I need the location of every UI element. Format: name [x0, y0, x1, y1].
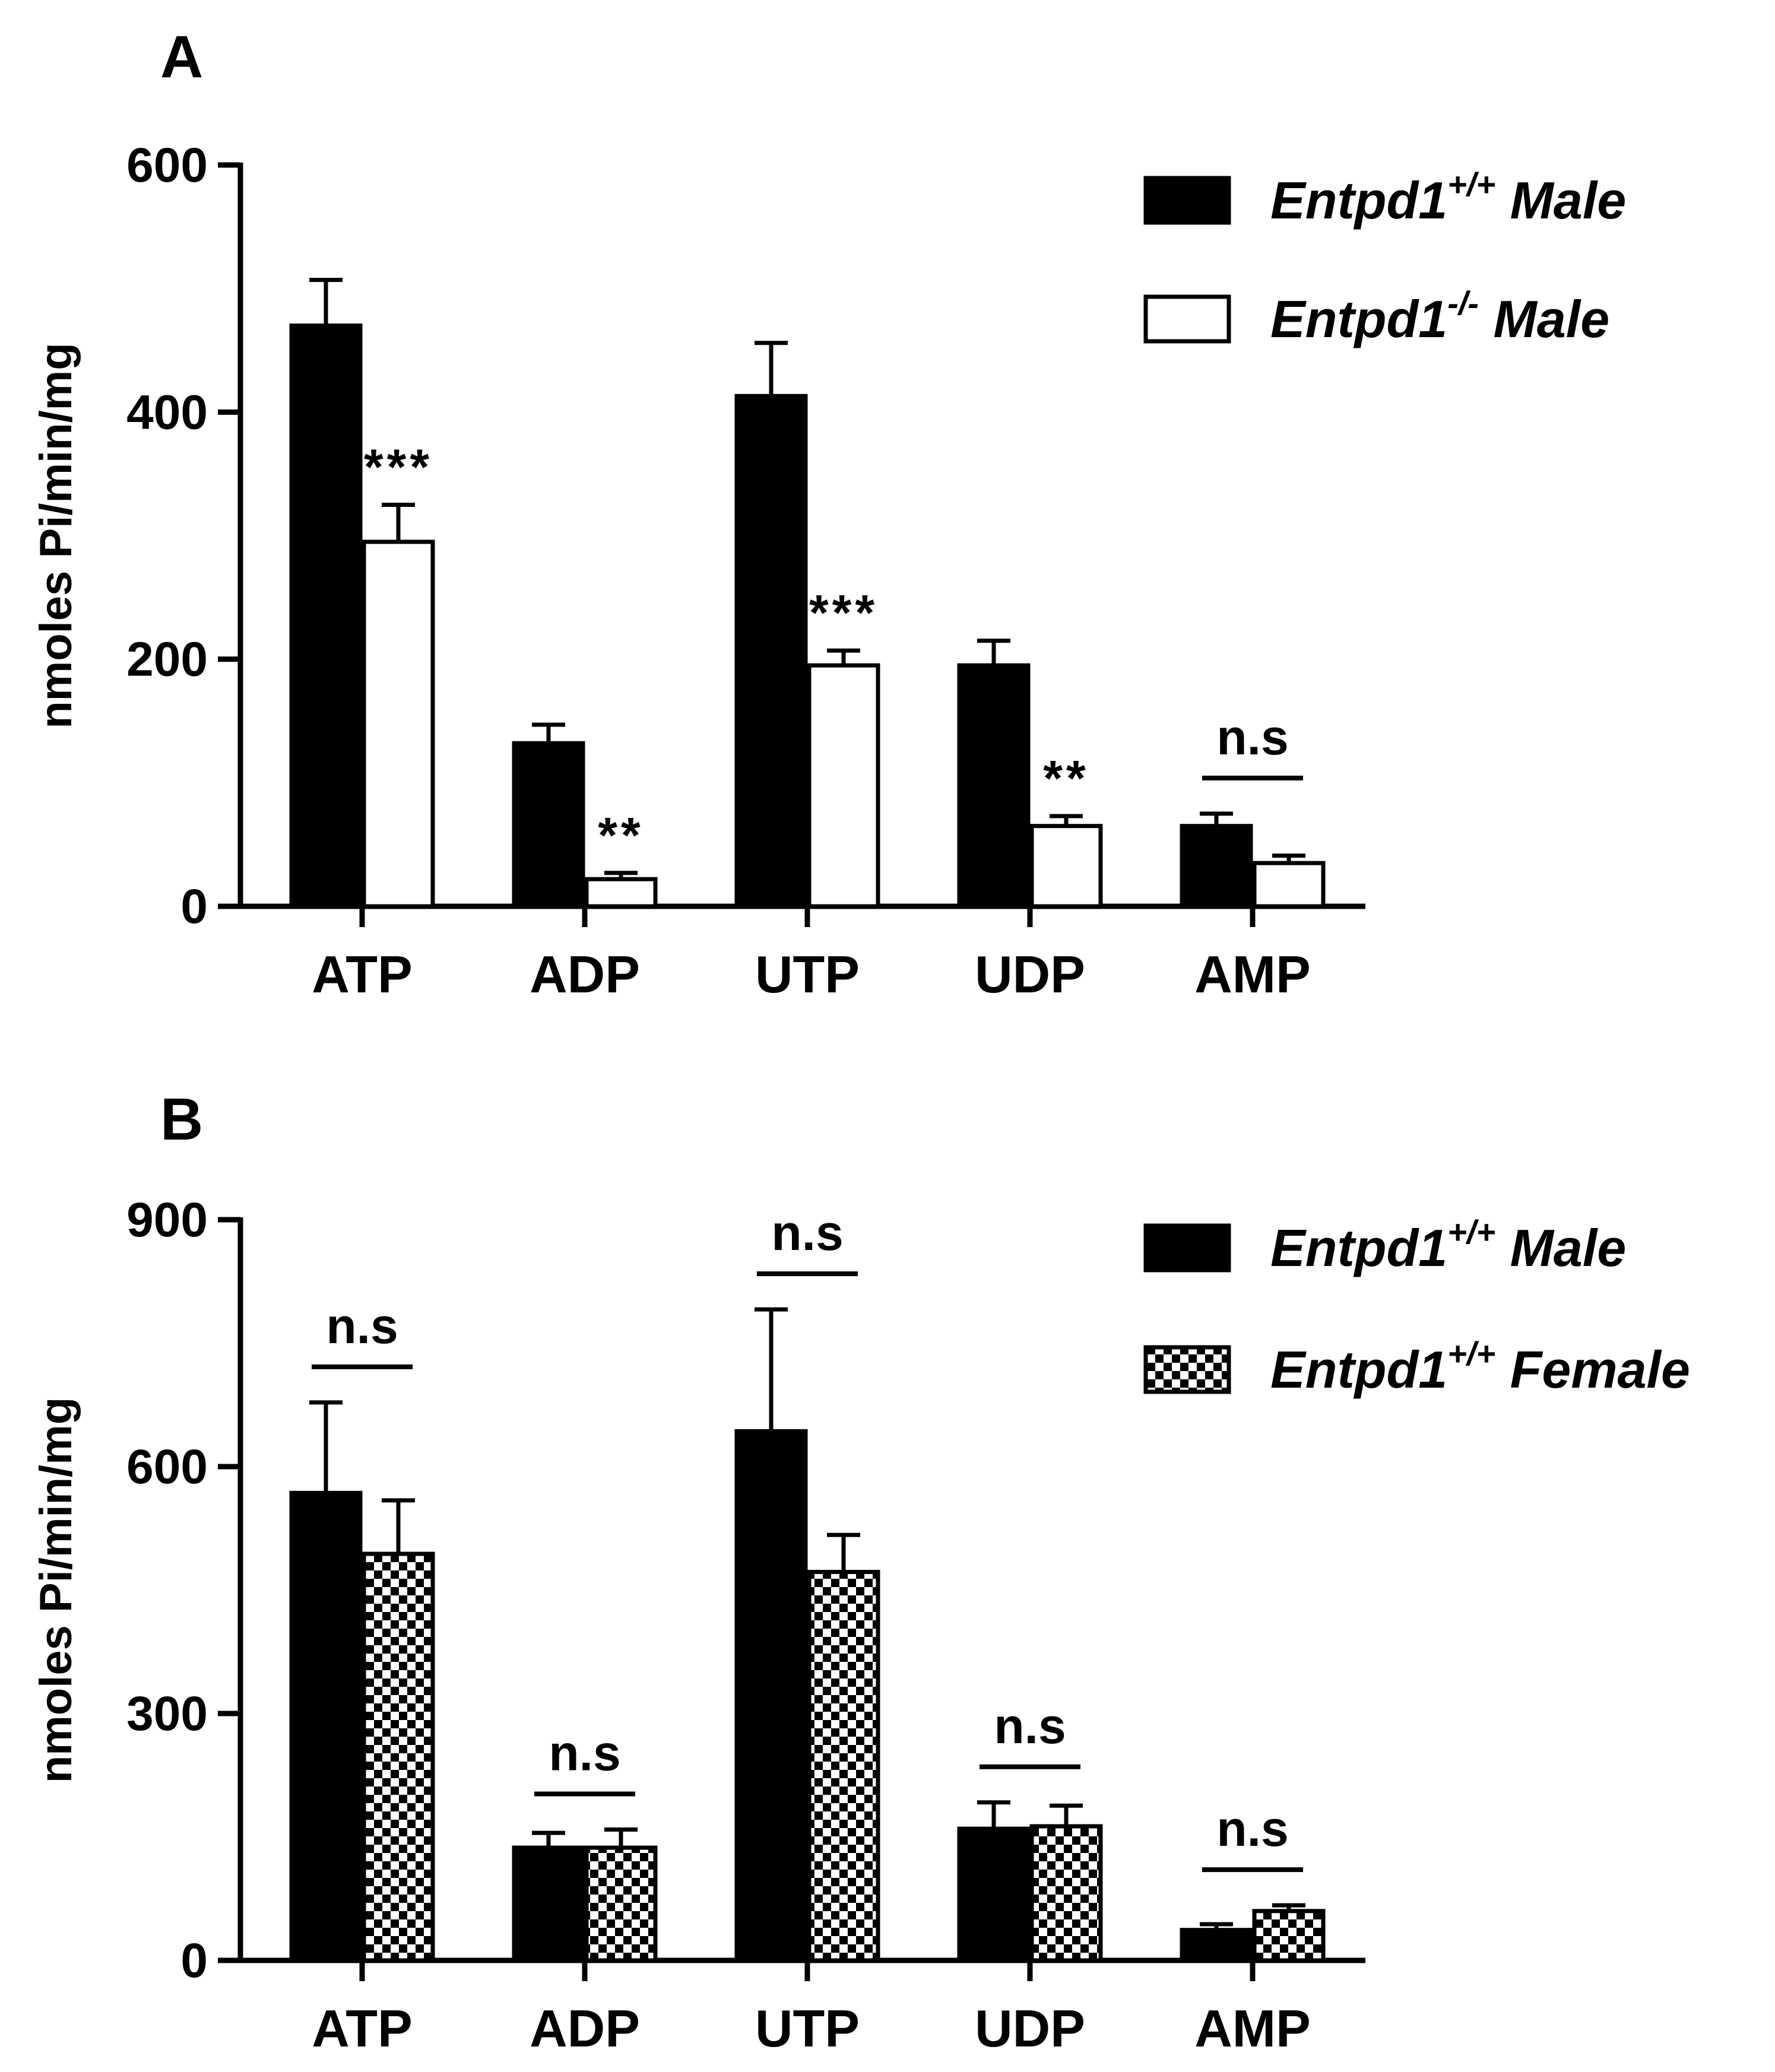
significance-label: n.s [549, 1725, 620, 1781]
y-axis-label: nmoles Pi/min/mg [31, 1397, 81, 1783]
x-tick-label: AMP [1194, 1999, 1311, 2058]
legend-label: Entpd1+/+ Male [1270, 1213, 1626, 1277]
significance-label: n.s [326, 1298, 398, 1354]
bar [362, 540, 435, 909]
legend-swatch [1143, 1223, 1231, 1273]
bar [584, 1845, 658, 1963]
significance-label: n.s [1216, 1801, 1288, 1857]
bar [1180, 824, 1253, 909]
significance-label: n.s [994, 1698, 1066, 1754]
y-tick-label: 600 [126, 138, 208, 192]
legend-swatch [1143, 176, 1231, 225]
bar [584, 877, 658, 909]
x-tick-label: ADP [530, 1999, 640, 2058]
bar [512, 1845, 585, 1963]
y-tick-label: 200 [126, 633, 208, 687]
y-tick-label: 0 [180, 880, 208, 934]
bar [807, 663, 880, 909]
bar [1029, 1824, 1103, 1963]
bar [1252, 1909, 1326, 1963]
x-tick-label: AMP [1194, 945, 1311, 1004]
y-tick-label: 300 [126, 1687, 208, 1741]
significance-label: n.s [771, 1205, 843, 1261]
significance-label: *** [364, 439, 433, 494]
significance-label: ** [598, 807, 644, 863]
x-tick-label: UDP [975, 945, 1085, 1004]
panel-label: A [160, 24, 203, 90]
y-tick-label: 900 [126, 1193, 208, 1247]
x-tick-label: ATP [312, 945, 412, 1004]
x-tick-label: UTP [755, 1999, 860, 2058]
bar [289, 1490, 363, 1963]
bar [1252, 861, 1326, 909]
x-tick-label: UDP [975, 1999, 1085, 2058]
panel-label: B [160, 1086, 203, 1153]
legend-label: Entpd1+/+ Male [1270, 166, 1626, 230]
x-tick-label: ATP [312, 1999, 412, 2058]
y-axis-label: nmoles Pi/min/mg [31, 342, 81, 728]
legend-label: Entpd1-/- Male [1270, 284, 1609, 348]
x-tick-label: UTP [755, 945, 860, 1004]
y-tick-label: 400 [126, 385, 208, 439]
bar [512, 741, 585, 909]
legend-label: Entpd1+/+ Female [1270, 1335, 1690, 1399]
y-tick-label: 600 [126, 1440, 208, 1494]
bar [734, 394, 808, 909]
legend-swatch [1143, 294, 1231, 344]
bar [957, 663, 1031, 909]
legend-swatch [1143, 1345, 1231, 1394]
bar [1029, 824, 1103, 909]
bar [807, 1569, 880, 1963]
significance-label: ** [1043, 750, 1089, 806]
significance-label: n.s [1216, 709, 1288, 765]
significance-label: *** [809, 585, 878, 640]
bar [289, 323, 363, 909]
bar [1180, 1928, 1253, 1963]
bar [957, 1826, 1031, 1963]
y-tick-label: 0 [180, 1934, 208, 1988]
bar [362, 1551, 435, 1963]
bar [734, 1429, 808, 1963]
x-tick-label: ADP [530, 945, 640, 1004]
